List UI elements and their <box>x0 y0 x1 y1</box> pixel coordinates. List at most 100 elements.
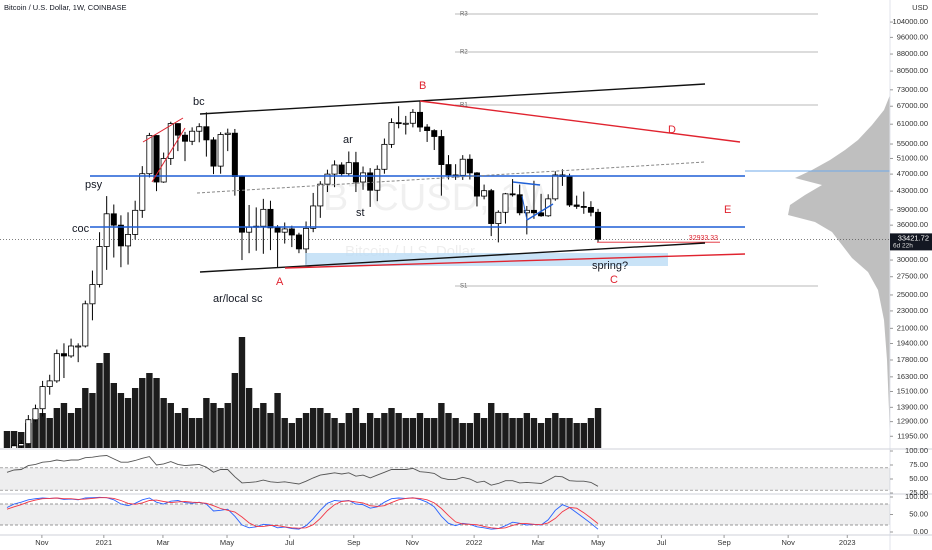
y-tick-label: 51000.00 <box>897 153 928 162</box>
x-tick-label: Nov <box>405 538 419 547</box>
candle-body <box>117 224 124 247</box>
volume-bar <box>131 388 139 448</box>
candle-body <box>96 246 103 285</box>
candle-body <box>103 213 110 247</box>
volume-bar <box>245 388 253 448</box>
y-tick-label: 36000.00 <box>897 220 928 229</box>
candle-body <box>189 130 196 142</box>
volume-bar <box>530 418 538 448</box>
pivot-label: R2 <box>460 50 468 56</box>
volume-profile <box>788 95 890 448</box>
y-tick-label: 100.00 <box>905 446 928 455</box>
y-tick-label: 30000.00 <box>897 255 928 264</box>
candle-body <box>317 183 324 207</box>
annotation: C <box>610 274 618 286</box>
annotation: psy <box>85 179 103 191</box>
x-tick-label: Jul <box>285 538 295 547</box>
volume-bar <box>438 403 445 448</box>
candle-body <box>246 226 253 233</box>
candle-body <box>260 208 267 227</box>
candle-body <box>75 345 82 348</box>
candle-body <box>324 173 331 185</box>
volume-bar <box>445 413 452 448</box>
volume-bar <box>366 413 374 448</box>
volume-bar <box>89 393 96 448</box>
y-tick-label: 50.00 <box>909 509 928 518</box>
volume-bar <box>210 403 217 448</box>
candle-body <box>274 227 281 233</box>
x-tick-label: Nov <box>35 538 49 547</box>
candle-body <box>481 190 488 197</box>
candle-body <box>538 212 545 217</box>
volume-bar <box>559 418 566 448</box>
annotation: B <box>419 80 426 92</box>
candle-body <box>217 134 224 167</box>
volume-bar <box>374 418 381 448</box>
volume-bar <box>331 418 338 448</box>
y-tick-label: 75.00 <box>909 460 928 469</box>
volume-bar <box>167 403 174 448</box>
x-tick-label: Sep <box>717 538 730 547</box>
candle-body <box>167 123 174 159</box>
y-tick-label: 27500.00 <box>897 272 928 281</box>
volume-bar <box>552 413 559 448</box>
annotation: D <box>668 124 676 136</box>
y-tick-label: 73000.00 <box>897 85 928 94</box>
volume-bar <box>67 413 75 448</box>
pattern-line <box>526 203 554 221</box>
y-tick-label: 50.00 <box>909 474 928 483</box>
chart-title: Bitcoin / U.S. Dollar, 1W, COINBASE <box>4 3 127 12</box>
y-tick-label: 67000.00 <box>897 101 928 110</box>
volume-bar <box>537 423 545 448</box>
candle-body <box>580 206 587 208</box>
x-tick-label: 2023 <box>839 538 856 547</box>
candle-body <box>509 193 516 196</box>
trend-line <box>284 253 746 269</box>
volume-bar <box>295 418 303 448</box>
main-pane <box>0 100 890 448</box>
candle-body <box>331 164 338 175</box>
x-tick-label: 2022 <box>466 538 483 547</box>
candle-body <box>573 204 580 207</box>
volume-bar <box>253 408 260 448</box>
candle-body <box>587 206 594 213</box>
annotation: spring? <box>592 260 628 272</box>
volume-bar <box>431 418 438 448</box>
candle-body <box>182 134 189 142</box>
candle-body <box>516 194 523 214</box>
volume-bar <box>473 413 481 448</box>
volume-bar <box>281 418 288 448</box>
pivot-label: R1 <box>460 103 468 109</box>
volume-bar <box>309 408 317 448</box>
candle-body <box>196 126 203 132</box>
volume-bar <box>82 388 89 448</box>
y-tick-label: 16300.00 <box>897 372 928 381</box>
volume-bar <box>359 423 367 448</box>
volume-bar <box>3 431 11 448</box>
candle-body <box>39 386 46 410</box>
candle-body <box>595 211 602 240</box>
volume-bar <box>580 423 587 448</box>
y-tick-label: 11950.00 <box>897 431 928 440</box>
volume-bar <box>53 408 61 448</box>
candle-body <box>417 111 424 128</box>
x-tick-label: Sep <box>347 538 360 547</box>
volume-bar <box>153 378 160 448</box>
annotation: A <box>276 276 284 288</box>
y-tick-label: 104000.00 <box>893 17 928 26</box>
volume-bar <box>103 353 110 448</box>
volume-bar <box>217 408 224 448</box>
y-tick-label: 0.00 <box>913 527 928 536</box>
volume-bar <box>74 408 82 448</box>
trend-line <box>199 242 706 273</box>
volume-bar <box>238 337 246 448</box>
volume-bar <box>509 418 516 448</box>
volume-bar <box>39 413 46 448</box>
candle-body <box>174 123 181 136</box>
candle-body <box>409 111 416 124</box>
volume-bar <box>10 431 18 448</box>
candle-body <box>338 164 345 175</box>
y-tick-label: 96000.00 <box>897 32 928 41</box>
candle-body <box>381 143 388 170</box>
